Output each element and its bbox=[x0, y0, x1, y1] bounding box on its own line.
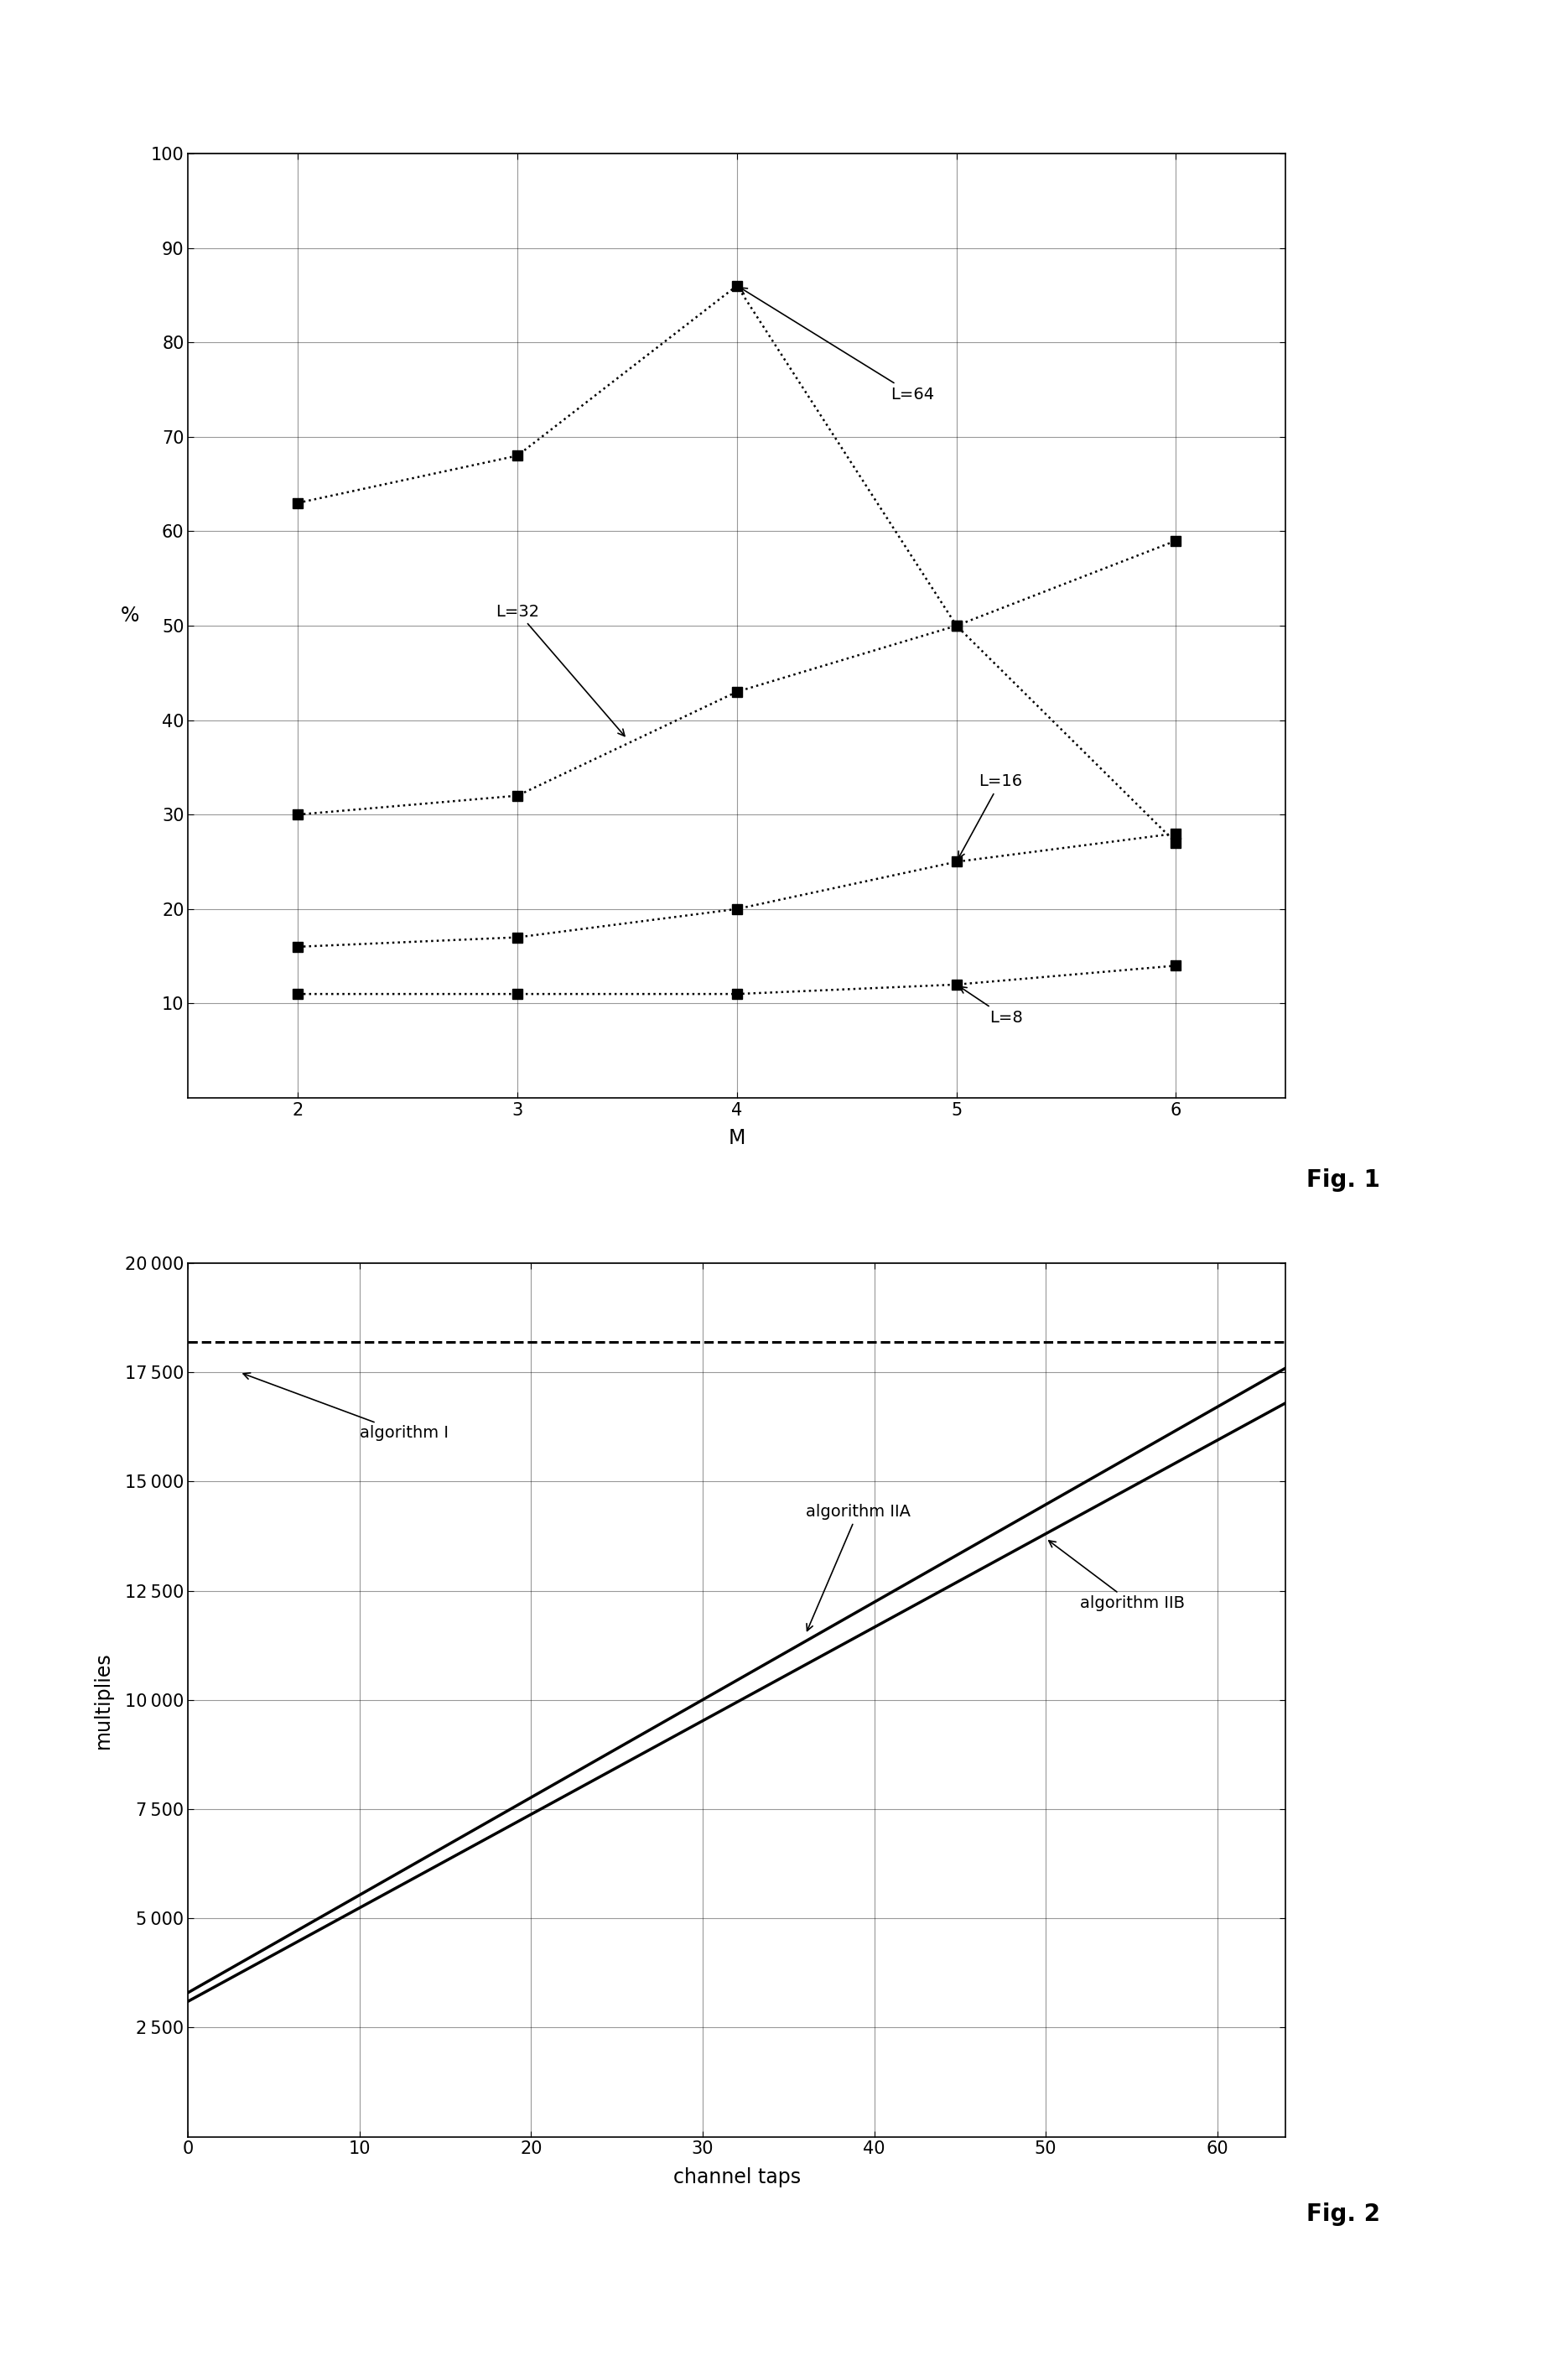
Text: algorithm I: algorithm I bbox=[243, 1372, 448, 1440]
Text: L=8: L=8 bbox=[960, 987, 1022, 1025]
Text: Fig. 1: Fig. 1 bbox=[1306, 1169, 1380, 1192]
Text: Fig. 2: Fig. 2 bbox=[1306, 2203, 1380, 2226]
Text: algorithm IIB: algorithm IIB bbox=[1049, 1542, 1185, 1613]
Text: L=16: L=16 bbox=[958, 774, 1022, 859]
Text: algorithm IIA: algorithm IIA bbox=[806, 1504, 911, 1631]
X-axis label: M: M bbox=[729, 1129, 745, 1147]
X-axis label: channel taps: channel taps bbox=[673, 2167, 801, 2186]
Y-axis label: %: % bbox=[121, 604, 140, 626]
Y-axis label: multiplies: multiplies bbox=[94, 1650, 113, 1750]
Text: L=64: L=64 bbox=[740, 288, 935, 401]
Text: L=32: L=32 bbox=[495, 604, 624, 737]
